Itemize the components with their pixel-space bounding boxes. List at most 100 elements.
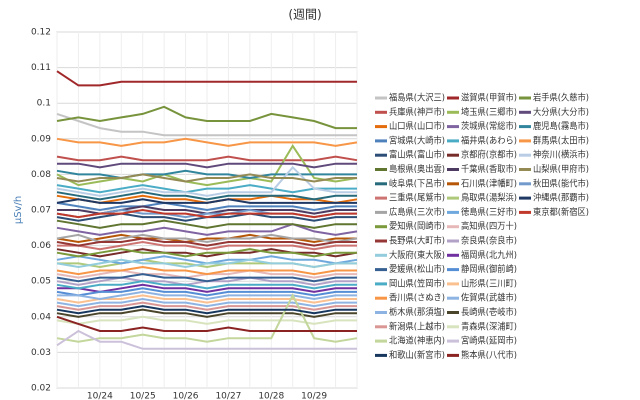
legend-label: 山形県(三川町) bbox=[461, 277, 517, 289]
legend-label: 栃木県(那須塩) bbox=[389, 306, 445, 318]
series-line bbox=[56, 294, 357, 304]
series-line bbox=[57, 290, 357, 301]
series-line bbox=[56, 301, 357, 311]
series-line bbox=[56, 208, 357, 219]
legend-label: 秋田県(能代市) bbox=[533, 177, 589, 189]
x-tick-label: 10/26 bbox=[173, 392, 199, 400]
legend-label: 富山県(富山市) bbox=[389, 149, 445, 161]
y-tick-label: 0.03 bbox=[31, 348, 51, 358]
series-line bbox=[57, 162, 357, 169]
y-tick-label: 0.07 bbox=[31, 206, 51, 216]
legend-label: 群馬県(太田市) bbox=[533, 134, 589, 146]
legend-label: 広島県(三次市) bbox=[389, 206, 445, 218]
series-line bbox=[56, 137, 358, 147]
y-axis-label: μSv/h bbox=[13, 196, 24, 224]
legend-label: 長野県(大町市) bbox=[389, 235, 445, 247]
legend-label: 新潟県(上越市) bbox=[389, 320, 445, 332]
legend-label: 東京都(新宿区) bbox=[533, 206, 589, 218]
series-line bbox=[56, 305, 357, 315]
legend-label: 徳島県(三好市) bbox=[461, 206, 517, 218]
x-tick-label: 10/24 bbox=[87, 392, 113, 400]
x-tick-label: 10/29 bbox=[301, 392, 327, 400]
series-line bbox=[56, 165, 357, 197]
legend-label: 愛知県(岡崎市) bbox=[389, 220, 445, 232]
legend-label: 福島県(大沢三) bbox=[389, 92, 445, 104]
legend-label: 山梨県(甲府市) bbox=[533, 163, 589, 175]
series-line bbox=[56, 293, 358, 343]
legend-label: 岩手県(久慈市) bbox=[533, 92, 589, 104]
legend-label: 静岡県(御前崎) bbox=[461, 263, 517, 275]
series-line bbox=[56, 112, 357, 137]
legend-label: 愛媛県(松山市) bbox=[389, 263, 445, 275]
series-line bbox=[56, 248, 358, 258]
series-line bbox=[56, 191, 357, 201]
series-line bbox=[56, 201, 357, 212]
series-line bbox=[56, 237, 357, 247]
legend-label: 石川県(津幡町) bbox=[461, 177, 517, 189]
legend-label: 京都府(京都市) bbox=[461, 149, 517, 161]
legend-label: 沖縄県(那覇市) bbox=[533, 192, 589, 204]
y-tick-label: 0.08 bbox=[31, 170, 51, 180]
chart-title: (週間) bbox=[288, 8, 321, 22]
series-line bbox=[56, 273, 357, 283]
series-line bbox=[56, 233, 357, 244]
legend-label: 山口県(山口市) bbox=[389, 120, 445, 132]
legend-label: 佐賀県(武雄市) bbox=[461, 292, 517, 304]
x-tick-label: 10/28 bbox=[258, 392, 284, 400]
legend-label: 大阪府(東大阪) bbox=[389, 249, 445, 261]
series-line bbox=[56, 70, 357, 87]
legend-label: 千葉県(香取市) bbox=[461, 163, 517, 175]
x-tick-label: 10/27 bbox=[215, 392, 241, 400]
series-line bbox=[56, 248, 357, 258]
y-tick-label: 0.06 bbox=[31, 241, 51, 251]
legend-label: 青森県(深浦町) bbox=[461, 320, 517, 332]
legend-label: 奈良県(奈良市) bbox=[461, 235, 517, 247]
legend-label: 島根県(奥出雲) bbox=[389, 163, 445, 175]
series-line bbox=[56, 198, 357, 204]
y-tick-label: 0.09 bbox=[31, 134, 51, 144]
legend-label: 埼玉県(三郷市) bbox=[461, 106, 517, 118]
legend-label: 三重県(尾鷲市) bbox=[389, 192, 445, 204]
series-line bbox=[56, 258, 357, 269]
legend-label: 岡山県(笠岡市) bbox=[389, 277, 445, 289]
legend-label: 滋賀県(甲賀市) bbox=[461, 92, 517, 104]
series-line bbox=[56, 280, 357, 290]
legend-label: 岐阜県(下呂市) bbox=[389, 177, 445, 189]
series-line bbox=[56, 144, 358, 187]
series-line bbox=[56, 173, 357, 183]
legend-label: 神奈川(横浜市) bbox=[533, 149, 589, 161]
series-line bbox=[56, 315, 357, 332]
legend-label: 鹿児島(霧島市) bbox=[533, 120, 589, 132]
series-line bbox=[56, 155, 358, 162]
series-line bbox=[56, 287, 357, 297]
legend-label: 大分県(大分市) bbox=[533, 106, 589, 118]
x-tick-label: 10/25 bbox=[130, 392, 156, 400]
series-line bbox=[56, 297, 357, 308]
legend-label: 長崎県(壱岐市) bbox=[461, 306, 517, 318]
legend-label: 宮城県(大崎市) bbox=[389, 134, 445, 146]
series-line bbox=[56, 308, 357, 318]
y-tick-label: 0.05 bbox=[31, 277, 51, 287]
legend-label: 宮崎県(延岡市) bbox=[461, 335, 517, 347]
series-line bbox=[56, 265, 357, 276]
legend-label: 和歌山(新宮市) bbox=[389, 349, 445, 361]
legend-label: 福井県(あわら) bbox=[461, 134, 517, 146]
series-line bbox=[56, 105, 357, 130]
legend-label: 鳥取県(湯梨浜) bbox=[461, 192, 517, 204]
series-line bbox=[56, 219, 357, 229]
y-tick-label: 0.04 bbox=[31, 312, 51, 322]
y-tick-label: 0.11 bbox=[31, 63, 51, 73]
series-line bbox=[57, 240, 357, 251]
series-line bbox=[56, 169, 357, 180]
legend-label: 高知県(四万十) bbox=[461, 220, 517, 232]
legend-label: 北海道(神恵内) bbox=[389, 335, 445, 347]
legend-label: 熊本県(八代市) bbox=[461, 349, 517, 361]
y-tick-label: 0.02 bbox=[31, 384, 51, 394]
legend-label: 兵庫県(神戸市) bbox=[389, 106, 445, 118]
series-line bbox=[56, 329, 357, 350]
series-line bbox=[57, 283, 357, 293]
legend-label: 茨城県(常総市) bbox=[461, 120, 517, 132]
series-line bbox=[56, 233, 358, 244]
legend-label: 福岡県(北九州) bbox=[461, 249, 517, 261]
